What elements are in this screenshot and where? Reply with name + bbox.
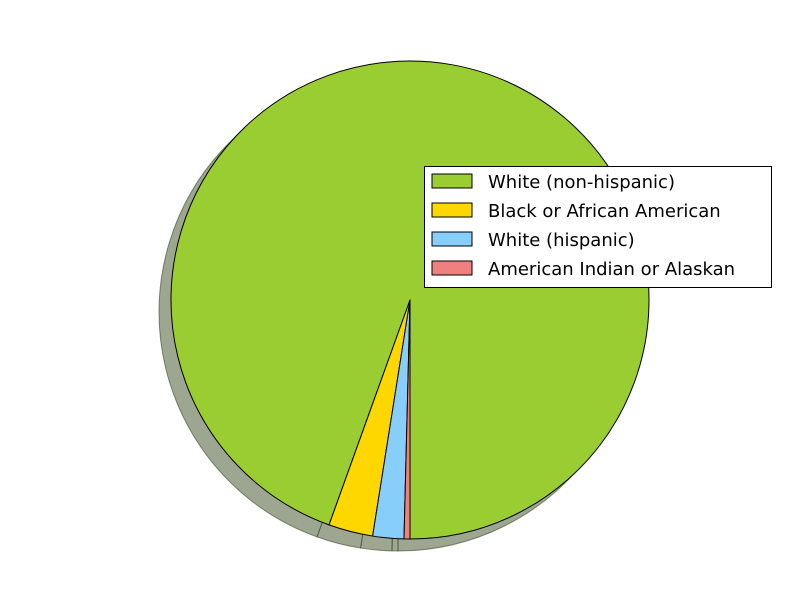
legend-frame — [424, 166, 772, 288]
slice-american-indian-or-alaskan — [403, 299, 411, 540]
legend-label-white-hispanic: White (hispanic) — [488, 230, 635, 251]
legend-swatch-white-hispanic — [431, 231, 473, 247]
legend-swatch-american-indian-or-alaskan — [431, 260, 473, 276]
legend-label-black-or-african-american: Black or African American — [488, 201, 721, 222]
legend: White (non-hispanic) Black or African Ame… — [424, 166, 772, 288]
pie-slices — [170, 60, 650, 540]
legend-label-american-indian-or-alaskan: American Indian or Alaskan — [488, 259, 735, 280]
legend-items: White (non-hispanic) Black or African Ame… — [431, 172, 735, 280]
legend-swatch-black-or-african-american — [431, 202, 473, 218]
legend-swatch-white-non-hispanic — [431, 173, 473, 189]
legend-label-white-non-hispanic: White (non-hispanic) — [488, 172, 675, 193]
